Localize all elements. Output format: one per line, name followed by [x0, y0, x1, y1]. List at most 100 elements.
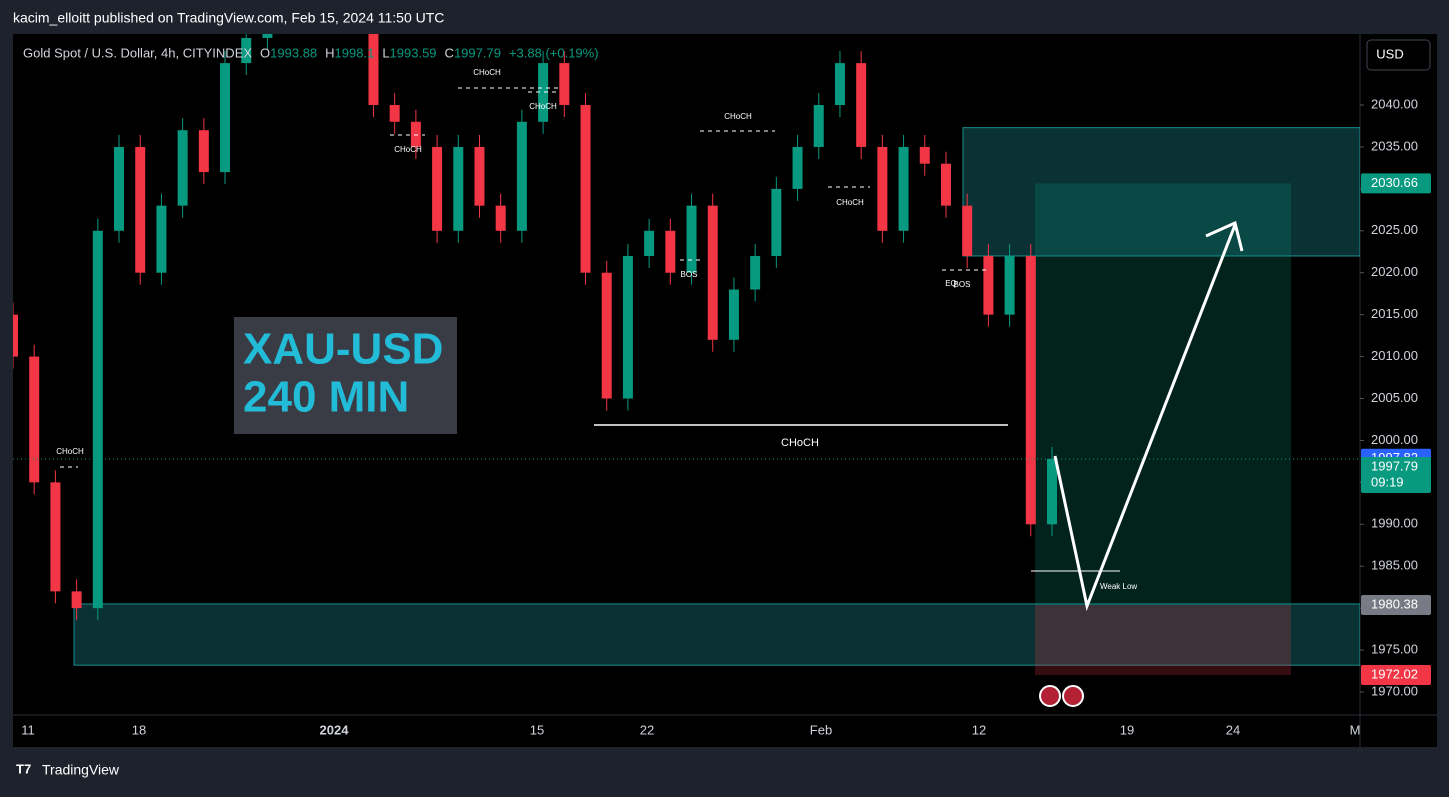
candle — [962, 205, 973, 256]
candle — [262, 34, 273, 38]
countdown: 09:19 — [1371, 474, 1404, 489]
candle — [792, 146, 803, 189]
candle — [1025, 255, 1036, 525]
candle — [813, 105, 824, 147]
annotation: BOS — [681, 270, 698, 279]
price-tag-label: 1972.02 — [1371, 666, 1418, 681]
candle — [601, 272, 612, 399]
candle — [177, 130, 188, 206]
event-icon — [1062, 685, 1084, 707]
zone — [73, 603, 1360, 666]
candle — [114, 146, 125, 231]
event-icon — [1039, 685, 1061, 707]
price-tag-label: 1980.38 — [1371, 596, 1418, 611]
candle — [220, 63, 231, 173]
y-tick-label: 2005.00 — [1371, 390, 1418, 405]
candle — [940, 163, 951, 206]
ohlc-value: 1997.79 — [454, 45, 501, 60]
candle — [13, 314, 18, 357]
ohlc-key: O — [260, 45, 270, 60]
annotation: CHoCH — [529, 102, 557, 111]
candle — [71, 591, 82, 609]
stop-zone — [1035, 604, 1291, 676]
y-tick-label: 1990.00 — [1371, 516, 1418, 531]
arrow — [1053, 224, 1237, 612]
y-tick-label: 2000.00 — [1371, 432, 1418, 447]
candle — [1047, 458, 1057, 525]
x-tick-label: M — [1350, 722, 1361, 737]
ohlc-value: 1998.1 — [335, 45, 375, 60]
watermark-box — [234, 317, 457, 434]
ohlc-key: L — [382, 45, 389, 60]
price-tag — [1361, 665, 1431, 686]
price-tag — [1361, 594, 1431, 615]
arrowhead — [1205, 220, 1244, 252]
candle — [877, 146, 888, 231]
candle — [559, 63, 570, 106]
candle — [686, 205, 697, 273]
y-tick-label: 2035.00 — [1371, 138, 1418, 153]
candle — [1004, 255, 1015, 315]
candle — [898, 146, 909, 231]
currency: USD — [1376, 46, 1403, 61]
currency-button[interactable] — [1366, 39, 1431, 71]
price-tag — [1361, 173, 1431, 194]
logo: T7 — [16, 761, 31, 776]
candle — [432, 146, 443, 231]
x-tick-label: Feb — [810, 722, 832, 737]
y-tick-label: 2010.00 — [1371, 348, 1418, 363]
x-tick-label: 18 — [132, 722, 146, 737]
x-tick-label: 2024 — [320, 722, 350, 737]
candle — [368, 34, 379, 106]
candle — [538, 63, 549, 122]
last-price-tag — [1361, 456, 1431, 493]
candle — [771, 188, 782, 256]
candle — [728, 289, 739, 340]
ohlc-key: H — [325, 45, 334, 60]
candle — [453, 146, 464, 231]
candle — [707, 205, 718, 340]
candle — [495, 205, 506, 231]
annotation: CHoCH — [781, 437, 819, 449]
candle — [92, 230, 103, 609]
x-tick-label: 19 — [1120, 722, 1134, 737]
x-tick-label: 15 — [530, 722, 544, 737]
annotation: CHoCH — [56, 447, 84, 456]
y-tick-label: 2015.00 — [1371, 306, 1418, 321]
y-tick-label: 1975.00 — [1371, 642, 1418, 657]
target-zone — [1035, 183, 1291, 605]
y-tick-label: 2040.00 — [1371, 96, 1418, 111]
annotation: BOS — [954, 280, 971, 289]
candle — [29, 356, 40, 483]
plot: CHoCHCHoCHCHoCHCHoCHCHoCHCHoCHBOSEQBOSCH… — [13, 34, 1360, 676]
zone — [962, 127, 1360, 257]
candle — [135, 146, 146, 273]
x-tick-label: 12 — [972, 722, 986, 737]
y-tick-label: 1985.00 — [1371, 558, 1418, 573]
candle — [665, 230, 676, 273]
candle — [750, 255, 761, 290]
ohlc-key: C — [445, 45, 454, 60]
x-tick-label: 22 — [640, 722, 654, 737]
annotation: EQ — [945, 279, 957, 288]
candle — [474, 146, 485, 206]
y-tick-label: 2025.00 — [1371, 222, 1418, 237]
candle — [198, 130, 209, 173]
annotation: Weak Low — [1100, 582, 1137, 591]
candle — [410, 121, 421, 147]
candle — [516, 121, 527, 231]
price-tag-label: 2030.66 — [1371, 175, 1418, 190]
watermark: 240 MIN — [243, 373, 409, 422]
candle — [983, 255, 994, 315]
candle — [50, 482, 61, 592]
x-tick-label: 11 — [21, 722, 35, 737]
last-price-label: 1997.79 — [1371, 458, 1418, 473]
candle — [919, 146, 930, 164]
candle — [580, 105, 591, 273]
symbol: Gold Spot / U.S. Dollar, 4h, CITYINDEX — [23, 45, 252, 60]
ohlc-value: 1993.59 — [390, 45, 437, 60]
overlay: Gold Spot / U.S. Dollar, 4h, CITYINDEX O 1… — [21, 45, 1431, 737]
y-tick-label: 2020.00 — [1371, 264, 1418, 279]
